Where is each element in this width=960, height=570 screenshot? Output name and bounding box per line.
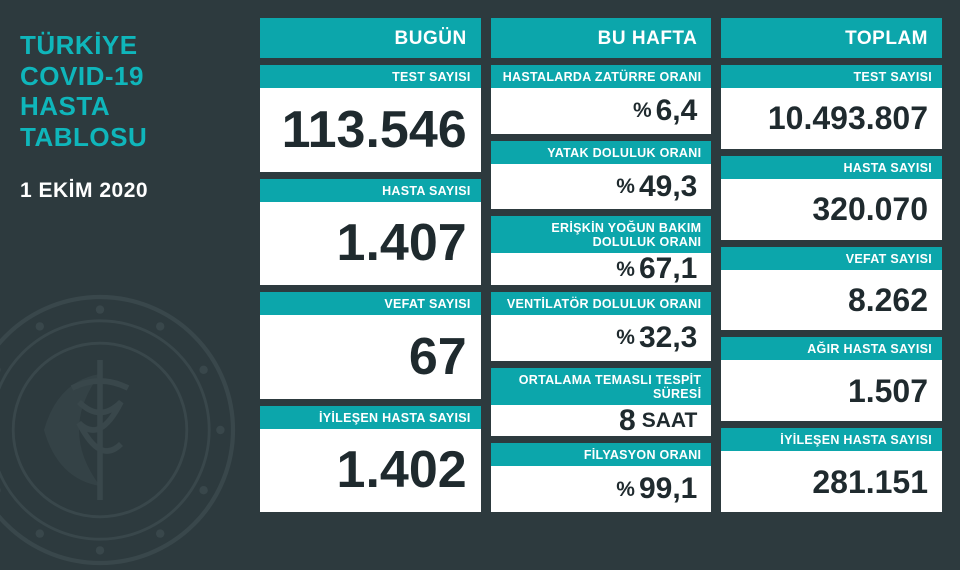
card-value: 320.070: [721, 179, 942, 240]
value-number: 99,1: [639, 474, 697, 504]
card-label: İYİLEŞEN HASTA SAYISI: [260, 406, 481, 429]
card-value: %32,3: [491, 315, 712, 361]
title-line: COVID-19: [20, 61, 244, 92]
card-label: ERİŞKİN YOĞUN BAKIM DOLULUK ORANI: [491, 216, 712, 253]
total-severe-card: AĞIR HASTA SAYISI 1.507: [721, 337, 942, 421]
card-value: %49,3: [491, 164, 712, 210]
week-icu-card: ERİŞKİN YOĞUN BAKIM DOLULUK ORANI %67,1: [491, 216, 712, 285]
card-value: 8 SAAT: [491, 405, 712, 437]
total-cases-card: HASTA SAYISI 320.070: [721, 156, 942, 240]
title-line: TÜRKİYE: [20, 30, 244, 61]
total-deaths-card: VEFAT SAYISI 8.262: [721, 247, 942, 331]
week-column: BU HAFTA HASTALARDA ZATÜRRE ORANI %6,4 Y…: [491, 18, 712, 512]
card-label: YATAK DOLULUK ORANI: [491, 141, 712, 164]
today-deaths-card: VEFAT SAYISI 67: [260, 292, 481, 399]
pct-prefix: %: [633, 100, 652, 121]
card-value: 281.151: [721, 451, 942, 512]
pct-prefix: %: [616, 479, 635, 500]
value-number: 49,3: [639, 172, 697, 202]
card-value: 1.407: [260, 202, 481, 286]
week-filiation-card: FİLYASYON ORANI %99,1: [491, 443, 712, 512]
week-contact-time-card: ORTALAMA TEMASLI TESPİT SÜRESİ 8 SAAT: [491, 368, 712, 437]
card-label: FİLYASYON ORANI: [491, 443, 712, 466]
title-line: TABLOSU: [20, 122, 244, 153]
card-label: HASTALARDA ZATÜRRE ORANI: [491, 65, 712, 88]
pct-prefix: %: [616, 259, 635, 280]
card-label: ORTALAMA TEMASLI TESPİT SÜRESİ: [491, 368, 712, 405]
card-label: VEFAT SAYISI: [260, 292, 481, 315]
report-date: 1 EKİM 2020: [20, 179, 244, 203]
dashboard-title: TÜRKİYE COVID-19 HASTA TABLOSU: [20, 30, 244, 153]
card-value: 8.262: [721, 270, 942, 331]
card-label: HASTA SAYISI: [721, 156, 942, 179]
today-column: BUGÜN TEST SAYISI 113.546 HASTA SAYISI 1…: [260, 18, 481, 512]
week-header: BU HAFTA: [491, 18, 712, 58]
card-label: TEST SAYISI: [260, 65, 481, 88]
title-line: HASTA: [20, 91, 244, 122]
card-label: VENTİLATÖR DOLULUK ORANI: [491, 292, 712, 315]
today-recovered-card: İYİLEŞEN HASTA SAYISI 1.402: [260, 406, 481, 513]
total-header: TOPLAM: [721, 18, 942, 58]
value-unit: SAAT: [642, 410, 698, 431]
card-value: 67: [260, 315, 481, 399]
today-cases-card: HASTA SAYISI 1.407: [260, 179, 481, 286]
week-pneumonia-card: HASTALARDA ZATÜRRE ORANI %6,4: [491, 65, 712, 134]
card-value: 113.546: [260, 88, 481, 172]
dashboard-container: TÜRKİYE COVID-19 HASTA TABLOSU 1 EKİM 20…: [0, 0, 960, 530]
card-value: %99,1: [491, 466, 712, 512]
left-panel: TÜRKİYE COVID-19 HASTA TABLOSU 1 EKİM 20…: [20, 18, 250, 512]
week-bed-card: YATAK DOLULUK ORANI %49,3: [491, 141, 712, 210]
week-ventilator-card: VENTİLATÖR DOLULUK ORANI %32,3: [491, 292, 712, 361]
card-label: İYİLEŞEN HASTA SAYISI: [721, 428, 942, 451]
total-recovered-card: İYİLEŞEN HASTA SAYISI 281.151: [721, 428, 942, 512]
total-column: TOPLAM TEST SAYISI 10.493.807 HASTA SAYI…: [721, 18, 942, 512]
card-value: %67,1: [491, 253, 712, 285]
pct-prefix: %: [616, 176, 635, 197]
value-number: 67,1: [639, 254, 697, 284]
today-tests-card: TEST SAYISI 113.546: [260, 65, 481, 172]
today-header: BUGÜN: [260, 18, 481, 58]
card-value: %6,4: [491, 88, 712, 134]
card-value: 10.493.807: [721, 88, 942, 149]
card-label: HASTA SAYISI: [260, 179, 481, 202]
card-label: AĞIR HASTA SAYISI: [721, 337, 942, 360]
value-number: 8: [619, 406, 636, 436]
value-number: 32,3: [639, 323, 697, 353]
card-value: 1.402: [260, 429, 481, 513]
columns-wrapper: BUGÜN TEST SAYISI 113.546 HASTA SAYISI 1…: [260, 18, 942, 512]
total-tests-card: TEST SAYISI 10.493.807: [721, 65, 942, 149]
pct-prefix: %: [616, 327, 635, 348]
card-value: 1.507: [721, 360, 942, 421]
card-label: TEST SAYISI: [721, 65, 942, 88]
card-label: VEFAT SAYISI: [721, 247, 942, 270]
value-number: 6,4: [656, 96, 698, 126]
